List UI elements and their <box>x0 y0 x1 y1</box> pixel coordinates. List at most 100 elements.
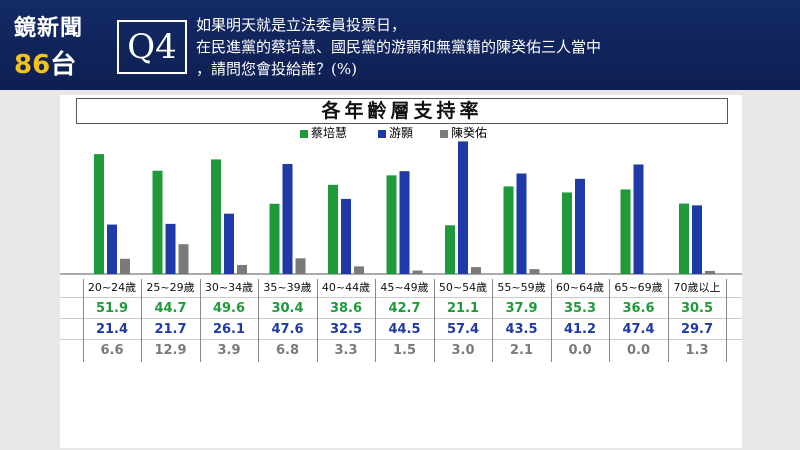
logo-tail: 台 <box>50 50 77 80</box>
bar-chen-5 <box>412 270 423 274</box>
bar-tsai-10 <box>679 203 689 274</box>
category-label-8: 60~64歲 <box>556 280 604 294</box>
bar-tsai-4 <box>328 184 338 274</box>
column-separator-8 <box>550 279 552 362</box>
question-line-3: ，請問您會投給誰？(%) <box>196 60 357 78</box>
bar-you-8 <box>575 178 585 274</box>
table-cell-chen-8: 0.0 <box>568 343 592 358</box>
table-cell-chen-5: 1.5 <box>392 343 417 358</box>
question-text: 如果明天就是立法委員投票日， 在民進黨的蔡培慧、國民黨的游顥和無黨籍的陳癸佑三人… <box>196 14 786 80</box>
bar-you-4 <box>341 198 351 274</box>
table-cell-chen-2: 3.9 <box>217 343 241 358</box>
bar-you-7 <box>516 173 527 274</box>
column-separator-10 <box>667 279 669 362</box>
legend-swatch-tsai <box>300 129 308 138</box>
chart-title: 各年齡層支持率 <box>76 98 728 124</box>
table-cell-tsai-8: 35.3 <box>563 301 597 316</box>
legend-label-tsai: 蔡培慧 <box>311 126 348 140</box>
table-cell-you-2: 26.1 <box>212 322 246 337</box>
table-cell-you-8: 41.2 <box>563 322 597 337</box>
bar-you-1 <box>165 223 176 274</box>
table-cell-tsai-1: 44.7 <box>154 301 187 316</box>
table-cell-chen-0: 6.6 <box>100 343 124 358</box>
category-label-6: 50~54歲 <box>439 280 487 294</box>
bar-chen-7 <box>529 269 540 274</box>
table-cell-tsai-10: 30.5 <box>680 301 714 316</box>
table-cell-you-6: 57.4 <box>446 322 480 337</box>
bar-tsai-5 <box>386 175 397 274</box>
bar-tsai-0 <box>94 154 104 274</box>
table-cell-you-4: 32.5 <box>329 322 363 337</box>
bar-chart: 20~24歲 25~29歲 30~34歲 35~39歲 40~44歲 45~49歲 50~5… <box>60 141 742 294</box>
bar-you-0 <box>107 224 117 274</box>
column-separator-1 <box>141 279 143 362</box>
bar-you-2 <box>224 213 234 274</box>
bar-you-6 <box>458 141 468 274</box>
table-cell-tsai-5: 42.7 <box>388 301 421 316</box>
column-separator-9 <box>609 279 611 362</box>
legend-swatch-chen <box>440 129 448 138</box>
table-cell-you-0: 21.4 <box>95 322 129 337</box>
table-cell-tsai-6: 21.1 <box>446 301 480 316</box>
table-cell-tsai-7: 37.9 <box>505 301 538 316</box>
bar-chen-9 <box>646 273 657 274</box>
category-label-9: 65~69歲 <box>614 280 662 294</box>
legend-swatch-you <box>378 129 386 138</box>
bar-chen-3 <box>295 258 306 274</box>
table-cell-chen-10: 1.3 <box>685 343 709 358</box>
bar-tsai-3 <box>269 203 280 274</box>
table-cell-chen-3: 6.8 <box>275 343 300 358</box>
bar-chen-10 <box>705 270 715 274</box>
category-label-7: 55~59歲 <box>497 280 545 294</box>
bar-tsai-9 <box>620 189 631 274</box>
bar-chen-0 <box>120 258 130 274</box>
table-cell-chen-6: 3.0 <box>451 343 475 358</box>
bar-tsai-8 <box>562 192 572 274</box>
column-separator-0 <box>82 279 84 362</box>
logo-number: 86 <box>14 50 51 80</box>
bar-you-10 <box>692 205 702 274</box>
category-label-5: 45~49歲 <box>380 280 428 294</box>
category-label-10: 70歲以上 <box>674 280 721 294</box>
data-table: 51.9 44.7 49.6 30.4 38.6 42.7 21.1 37.9 35.3 36.6… <box>60 297 742 362</box>
bar-chen-4 <box>354 266 364 274</box>
column-separator-6 <box>433 279 435 362</box>
bar-you-5 <box>399 171 410 274</box>
table-cell-chen-7: 2.1 <box>509 343 534 358</box>
column-separator-7 <box>492 279 494 362</box>
bar-tsai-1 <box>152 170 163 274</box>
bar-chen-8 <box>588 273 598 274</box>
bar-you-9 <box>633 164 644 274</box>
question-line-2: 在民進黨的蔡培慧、國民黨的游顥和無黨籍的陳癸佑三人當中 <box>196 38 602 56</box>
table-cell-you-1: 21.7 <box>154 322 187 337</box>
legend-item-tsai: 蔡培慧 <box>300 124 347 141</box>
table-row-chen: 6.6 12.9 3.9 6.8 3.3 1.5 3.0 2.1 0.0 0.0 1.3 <box>60 339 742 361</box>
table-cell-tsai-9: 36.6 <box>622 301 655 316</box>
table-cell-you-7: 43.5 <box>505 322 538 337</box>
bar-chen-2 <box>237 264 247 274</box>
column-separator-11 <box>726 279 728 362</box>
header-bar: 鏡新聞 86台 Q4 如果明天就是立法委員投票日， 在民進黨的蔡培慧、國民黨的游… <box>0 0 800 90</box>
column-separator-4 <box>316 279 318 362</box>
table-cell-you-9: 47.4 <box>622 322 655 337</box>
column-separator-2 <box>199 279 201 362</box>
column-separator-3 <box>258 279 260 362</box>
table-cell-tsai-4: 38.6 <box>329 301 363 316</box>
table-cell-tsai-3: 30.4 <box>271 301 304 316</box>
question-badge: Q4 <box>117 20 187 74</box>
category-label-0: 20~24歲 <box>88 280 136 294</box>
table-cell-chen-1: 12.9 <box>154 343 187 358</box>
bar-tsai-7 <box>503 186 514 274</box>
logo-channel: 86台 <box>14 44 76 81</box>
table-cell-tsai-0: 51.9 <box>95 301 129 316</box>
logo-name: 鏡新聞 <box>14 16 84 41</box>
category-label-3: 35~39歲 <box>263 280 311 294</box>
table-cell-you-10: 29.7 <box>680 322 714 337</box>
bar-you-3 <box>282 164 293 274</box>
legend-item-chen: 陳癸佑 <box>440 124 487 141</box>
table-row-you: 21.4 21.7 26.1 47.6 32.5 44.5 57.4 43.5 41.2 47.4… <box>60 318 742 340</box>
bar-chen-6 <box>471 267 481 274</box>
bar-tsai-6 <box>445 225 455 274</box>
table-row-tsai: 51.9 44.7 49.6 30.4 38.6 42.7 21.1 37.9 35.3 36.6… <box>60 297 742 319</box>
table-cell-chen-4: 3.3 <box>334 343 358 358</box>
